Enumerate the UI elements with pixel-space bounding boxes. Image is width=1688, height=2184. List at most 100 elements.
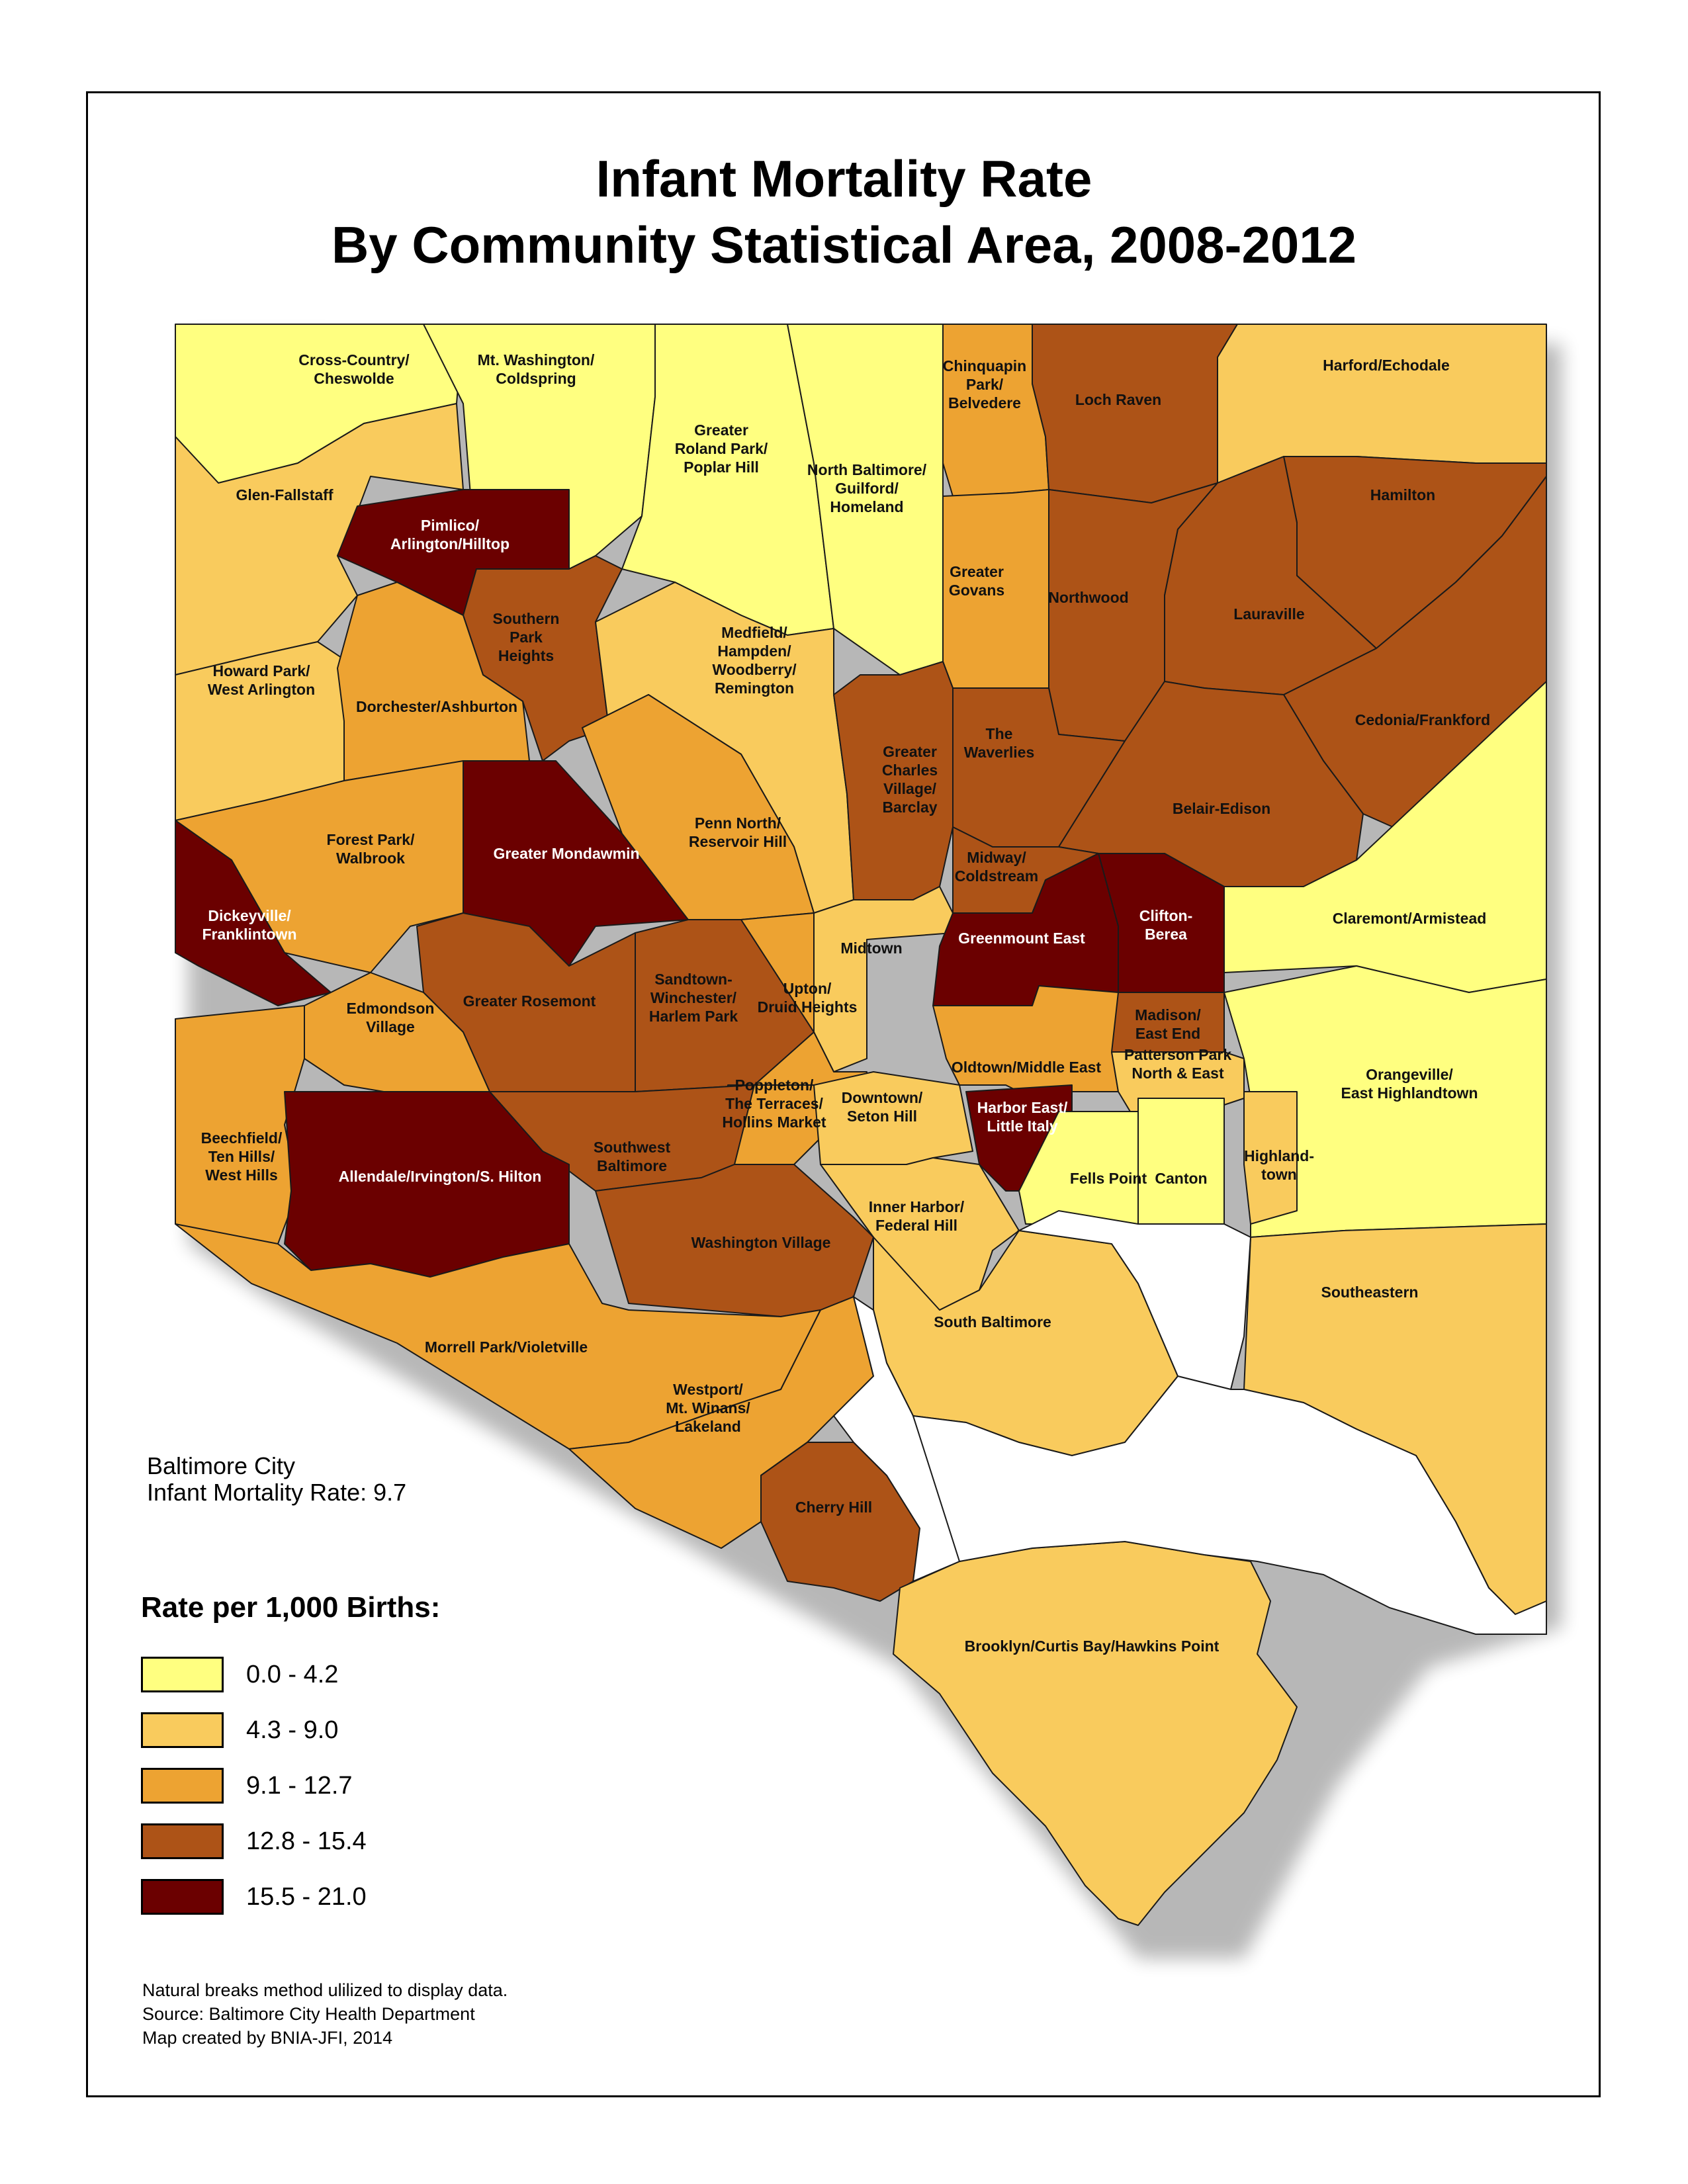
legend-label: 0.0 - 4.2 [246,1660,339,1688]
legend-title: Rate per 1,000 Births: [141,1591,441,1624]
region-label-line: Midway/ [967,849,1026,866]
region-label-line: Harford/Echodale [1323,357,1450,374]
region-label-chinquapin-park-belvedere: Chinquapin Park/Belvedere [943,357,1026,412]
region-label-greater-charles-village-barclay: Greater Charles Village/Barclay [882,743,938,816]
region-label-line: Arlington/Hilltop [390,535,510,552]
region-label-line: Claremont/Armistead [1333,910,1487,927]
region-loch-raven [1032,324,1238,503]
region-label-line: Dickeyville/ [208,907,291,924]
region-label-orangeville-east-highlandtown: Orangeville/East Highlandtown [1341,1066,1478,1102]
region-label-glen-fallstaff: Glen-Fallstaff [236,486,333,503]
region-label-line: Patterson Park [1124,1046,1232,1063]
region-label-south-baltimore: South Baltimore [934,1313,1051,1331]
region-labels: Cross-Country/Cheswolde Mt. Washington/Co… [201,351,1491,1655]
region-label-line: Belair-Edison [1173,800,1270,817]
city-rate: Infant Mortality Rate: 9.7 [147,1479,407,1506]
region-label-greenmount-east: Greenmount East [958,930,1085,947]
city-summary: Baltimore City Infant Mortality Rate: 9.… [147,1453,406,1506]
region-label-dorchester-ashburton: Dorchester/Ashburton [356,698,517,715]
region-label-line: Upton/ [783,980,832,997]
region-label-line: East End [1135,1025,1200,1042]
region-label-southern-park-heights: Southern Park Heights [493,610,560,664]
region-canton [1137,1098,1225,1225]
region-label-line: Penn North/ [695,814,781,832]
title-line-1: Infant Mortality Rate [596,150,1092,208]
region-label-line: town [1261,1166,1297,1183]
legend-class-1: 4.3 - 9.0 [141,1702,440,1758]
region-label-line: Edmondson [347,1000,435,1017]
legend-swatch [141,1657,224,1692]
region-label-cross-country-cheswolde: Cross-Country/Cheswolde [298,351,410,387]
region-label-line: Cedonia/Frankford [1355,711,1490,728]
region-label-the-waverlies: The Waverlies [964,725,1035,761]
legend-label: 15.5 - 21.0 [246,1882,367,1911]
region-label-penn-north-reservoir-hill: Penn North/Reservoir Hill [689,814,787,850]
region-label-allendale-irvington-s-hilton: Allendale/Irvington/S. Hilton [339,1168,542,1185]
region-label-line: Little Italy [987,1117,1058,1135]
region-label-line: Brooklyn/Curtis Bay/Hawkins Point [965,1638,1220,1655]
region-label-line: Cherry Hill [795,1499,872,1516]
region-label-greater-rosemont: Greater Rosemont [463,992,596,1010]
legend-swatch [141,1823,224,1859]
region-label-line: Heights [498,647,554,664]
region-label-line: Lakeland [675,1418,741,1435]
region-label-line: Coldspring [496,370,576,387]
region-label-line: Oldtown/Middle East [952,1059,1102,1076]
region-label-line: Medfield/ [721,624,787,641]
region-label-line: Druid Heights [758,998,858,1016]
region-label-line: Greater Rosemont [463,992,596,1010]
region-label-line: Waverlies [964,744,1035,761]
region-label-highlandtown: Highland-town [1244,1147,1314,1183]
legend-swatch [141,1768,224,1804]
legend-class-4: 15.5 - 21.0 [141,1869,440,1925]
region-label-loch-raven: Loch Raven [1075,391,1161,408]
region-label-line: Village/ [883,780,937,797]
region-label-beechfield-ten-hills-west-hills: Beechfield/Ten Hills/West Hills [201,1129,283,1184]
region-label-greater-roland-park-poplar-hill: Greater Roland Park/Poplar Hill [675,421,768,476]
region-label-line: Pimlico/ [421,517,480,534]
region-label-line: Remington [715,679,794,697]
legend-label: 12.8 - 15.4 [246,1827,367,1855]
region-label-line: Lauraville [1233,605,1304,623]
region-label-line: Greater Mondawmin [493,845,639,862]
region-label-cedonia-frankford: Cedonia/Frankford [1355,711,1490,728]
region-polygons [175,324,1547,1926]
region-label-belair-edison: Belair-Edison [1173,800,1270,817]
map-title: Infant Mortality Rate By Community Stati… [0,146,1688,278]
region-label-brooklyn-curtis-bay-hawkins-point: Brooklyn/Curtis Bay/Hawkins Point [965,1638,1220,1655]
region-label-line: Madison/ [1135,1006,1201,1024]
region-label-edmondson-village: Edmondson Village [347,1000,435,1035]
region-label-line: The Terraces/ [725,1095,823,1112]
legend-label: 9.1 - 12.7 [246,1771,353,1800]
region-label-midway-coldstream: Midway/Coldstream [955,849,1039,885]
region-label-lauraville: Lauraville [1233,605,1304,623]
legend: Rate per 1,000 Births: 0.0 - 4.2 4.3 - 9.… [141,1591,440,1925]
region-label-line: Howard Park/ [213,662,311,679]
region-label-line: Highland- [1244,1147,1314,1164]
region-label-line: Greenmount East [958,930,1085,947]
region-label-line: Cross-Country/ [298,351,410,369]
region-label-line: Harlem Park [649,1008,738,1025]
region-label-line: Ten Hills/ [208,1148,275,1165]
region-label-canton: Canton [1155,1170,1207,1187]
region-label-line: North Baltimore/ [807,461,927,478]
region-label-line: Hamilton [1370,486,1435,503]
region-label-southeastern: Southeastern [1321,1284,1419,1301]
region-label-line: West Arlington [208,681,315,698]
region-label-line: The [986,725,1013,742]
region-label-line: Northwood [1048,589,1128,606]
region-label-line: Westport/ [673,1381,743,1398]
region-label-line: Park/ [966,376,1004,393]
region-label-line: Mt. Winans/ [666,1399,750,1417]
region-label-dickeyville-franklintown: Dickeyville/Franklintown [202,907,296,943]
region-label-cherry-hill: Cherry Hill [795,1499,872,1516]
region-label-upton-druid-heights: Upton/Druid Heights [758,980,858,1016]
region-dorchester-ashburton [337,582,530,781]
region-label-line: Poplar Hill [684,459,759,476]
region-label-line: Forest Park/ [327,831,416,848]
region-label-line: East Highlandtown [1341,1084,1478,1102]
region-label-line: Morrell Park/Violetville [425,1338,588,1356]
region-label-line: Greater [694,421,748,439]
region-label-downtown-seton-hill: Downtown/Seton Hill [842,1089,923,1125]
region-label-northwood: Northwood [1048,589,1128,606]
